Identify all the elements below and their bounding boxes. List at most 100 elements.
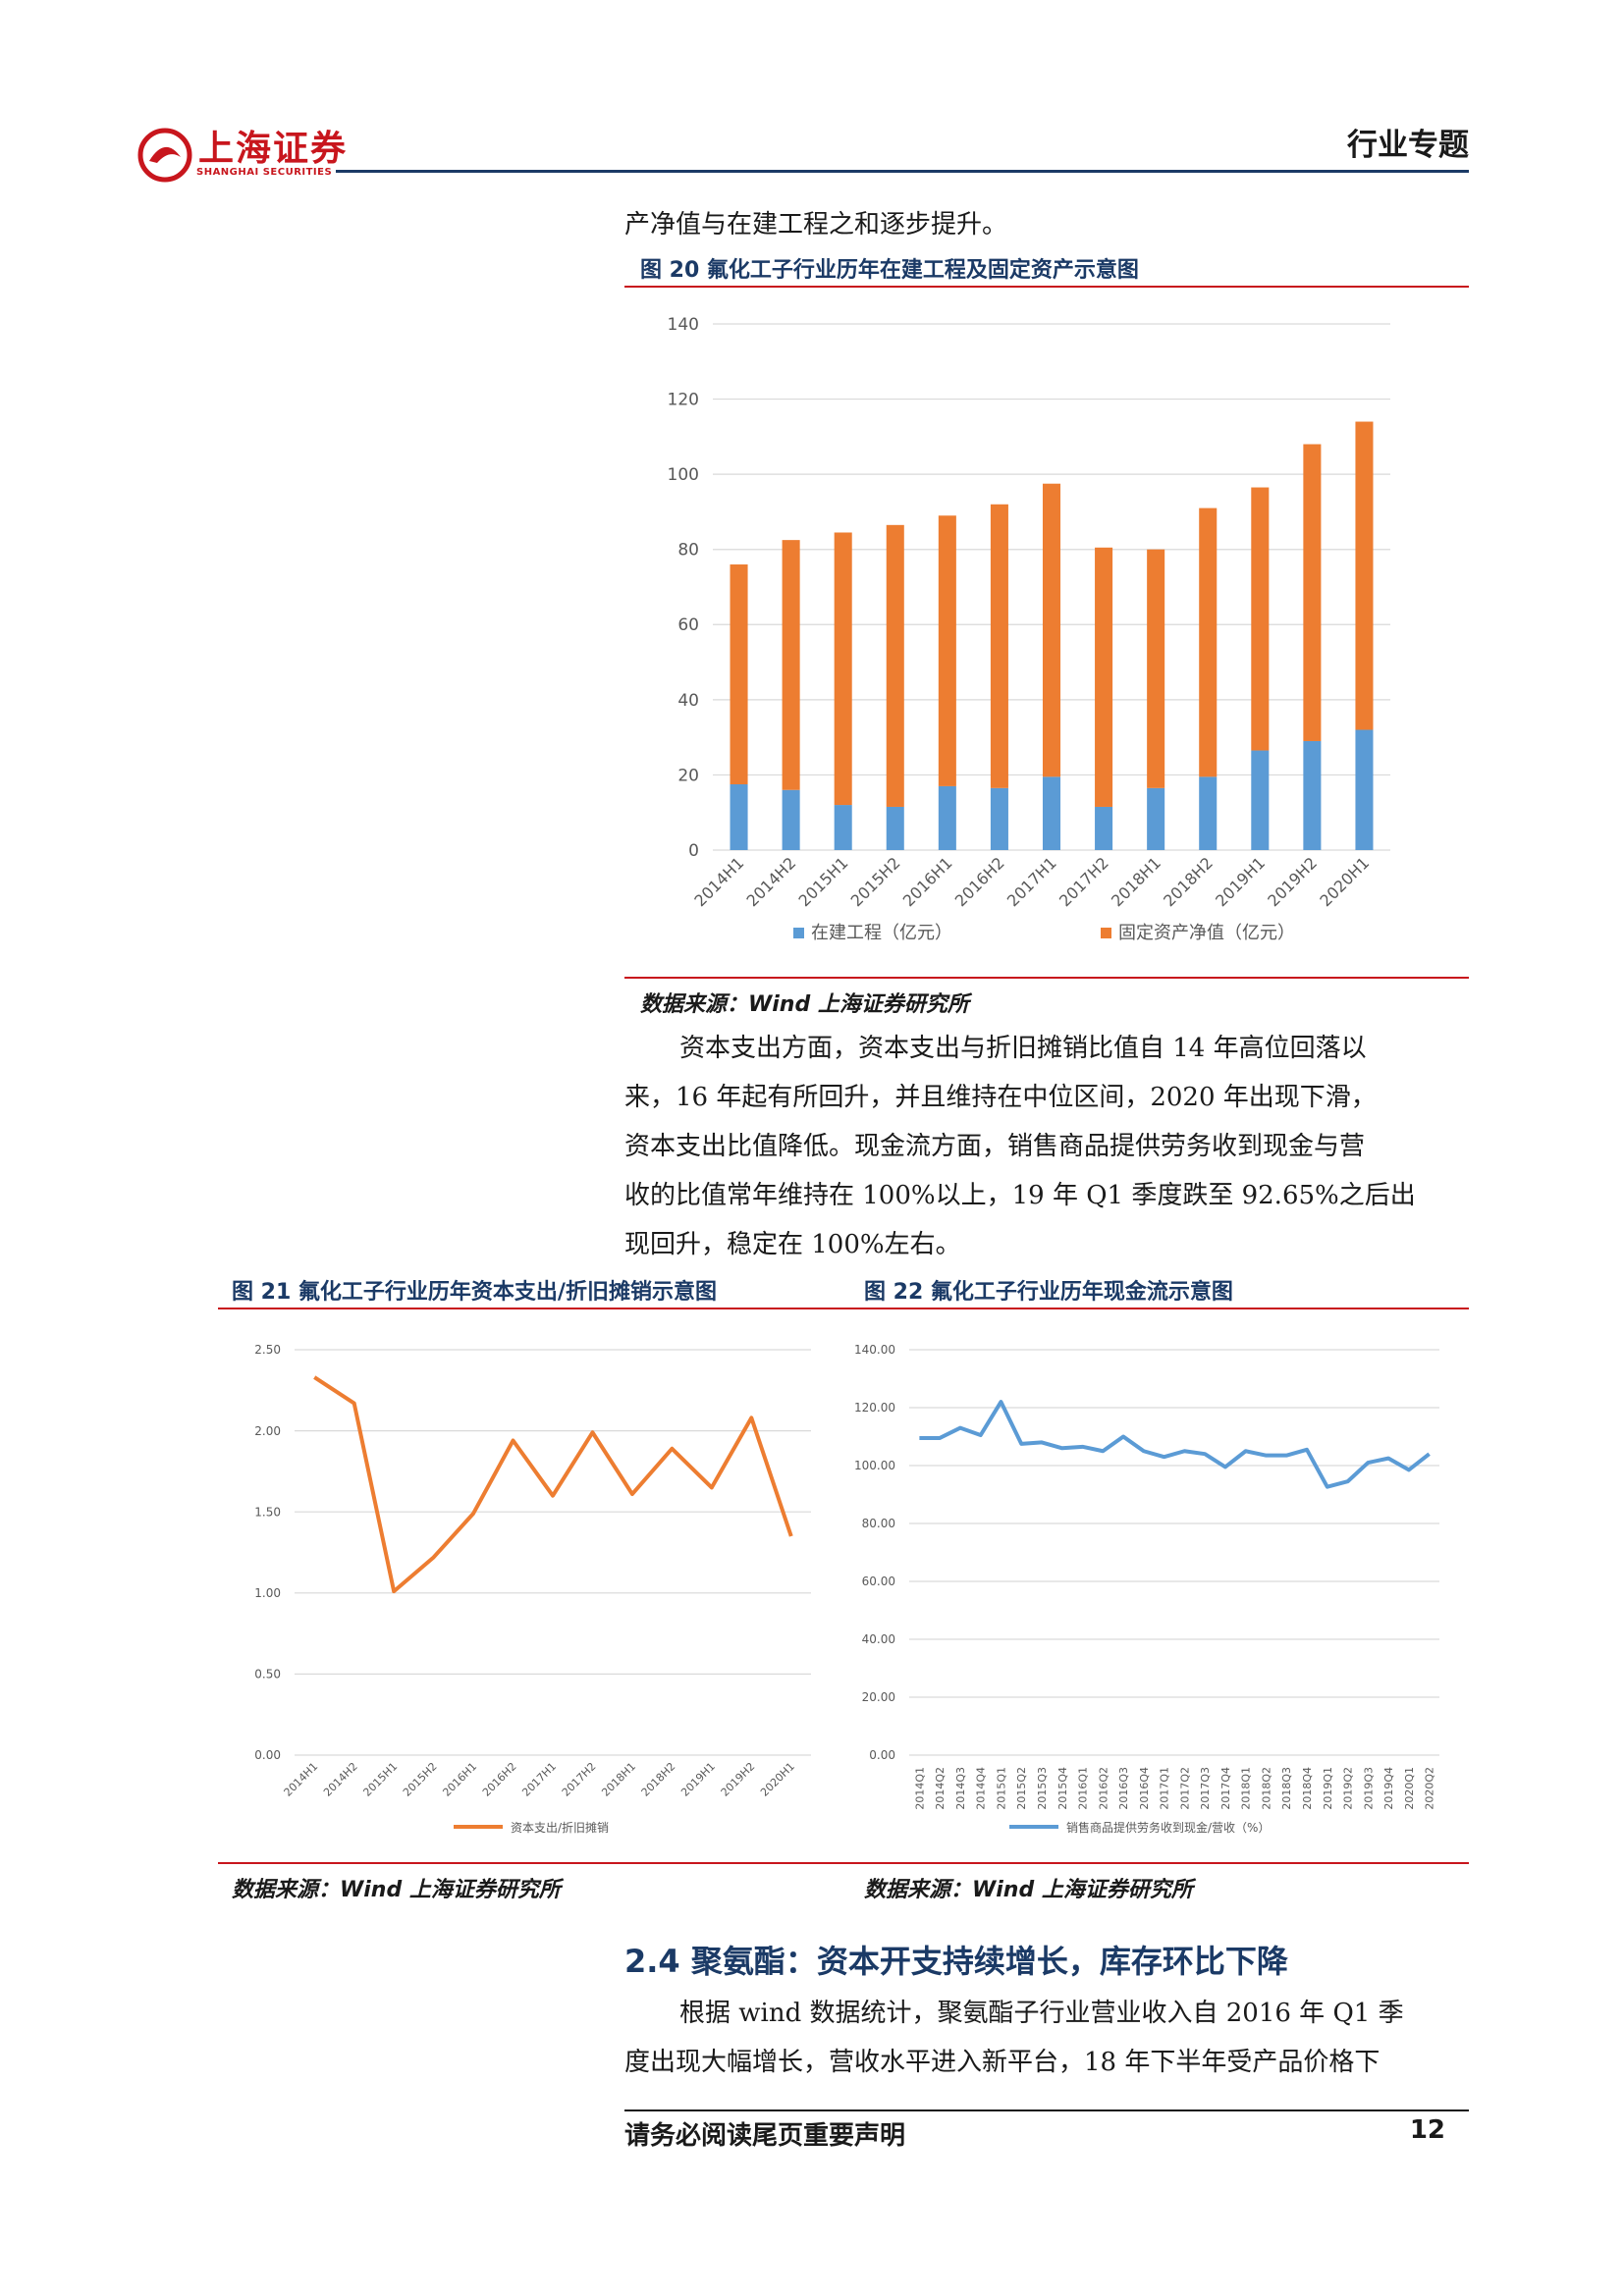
fig20-top-rule <box>624 286 1469 288</box>
bar-construction <box>938 785 956 850</box>
x-tick-label: 2016Q3 <box>1117 1767 1130 1810</box>
series-line <box>919 1400 1431 1489</box>
x-tick-label: 2017Q4 <box>1219 1767 1232 1810</box>
series-line <box>313 1375 793 1594</box>
logo-emblem-icon <box>137 128 192 183</box>
x-tick-label: 2018H2 <box>639 1760 678 1799</box>
x-tick-label: 2017H2 <box>560 1760 599 1799</box>
x-tick-label: 2017H2 <box>1056 853 1112 910</box>
y-tick-label: 120 <box>668 391 699 410</box>
x-tick-label: 2017Q2 <box>1178 1767 1191 1810</box>
bar-construction <box>730 784 748 850</box>
x-tick-label: 2014Q4 <box>975 1767 988 1810</box>
y-tick-label: 80 <box>677 541 699 561</box>
header-divider <box>336 170 1469 173</box>
bar-construction <box>1147 787 1165 850</box>
y-tick-label: 140.00 <box>854 1343 895 1357</box>
paragraph-line: 资本支出比值降低。现金流方面，销售商品提供劳务收到现金与营 <box>624 1132 1366 1161</box>
x-tick-label: 2016Q2 <box>1097 1767 1110 1810</box>
y-tick-label: 100.00 <box>854 1459 895 1472</box>
legend-swatch <box>1101 928 1111 938</box>
y-tick-label: 60.00 <box>862 1575 895 1588</box>
legend-label: 在建工程（亿元） <box>811 923 952 943</box>
bar-construction <box>990 787 1008 850</box>
x-tick-label: 2017Q3 <box>1199 1767 1212 1810</box>
fig21-title: 图 21 氟化工子行业历年资本支出/折旧摊销示意图 <box>232 1280 717 1305</box>
x-tick-label: 2019Q4 <box>1382 1767 1395 1810</box>
x-tick-label: 2019Q2 <box>1342 1767 1355 1810</box>
x-tick-label: 2014H2 <box>743 853 800 910</box>
y-tick-label: 0.00 <box>869 1748 895 1762</box>
x-tick-label: 2016H2 <box>951 853 1008 910</box>
fig20-title: 图 20 氟化工子行业历年在建工程及固定资产示意图 <box>640 258 1139 283</box>
y-tick-label: 0 <box>688 841 699 861</box>
x-tick-label: 2014Q2 <box>934 1767 947 1810</box>
legend-label: 固定资产净值（亿元） <box>1118 923 1295 943</box>
x-tick-label: 2015Q1 <box>995 1767 1007 1810</box>
bar-construction <box>1199 776 1218 850</box>
x-tick-label: 2015Q2 <box>1015 1767 1028 1810</box>
fig20-source: 数据来源：Wind 上海证券研究所 <box>640 992 969 1017</box>
bar-construction <box>1303 740 1322 850</box>
y-tick-label: 2.50 <box>254 1343 281 1357</box>
bar-construction <box>1355 729 1374 850</box>
legend-swatch <box>793 928 804 938</box>
bar-fixed-assets <box>730 564 748 784</box>
x-tick-label: 2015H2 <box>847 853 904 910</box>
report-category: 行业专题 <box>1347 128 1469 163</box>
x-tick-label: 2016H1 <box>440 1760 479 1799</box>
x-tick-label: 2017H1 <box>519 1760 559 1799</box>
y-tick-label: 1.50 <box>254 1505 281 1519</box>
y-tick-label: 80.00 <box>862 1517 895 1530</box>
bar-fixed-assets <box>1355 421 1374 730</box>
footer-divider <box>624 2109 1469 2111</box>
bar-fixed-assets <box>782 540 800 790</box>
bar-fixed-assets <box>990 504 1008 788</box>
bar-construction <box>1251 750 1270 850</box>
bar-construction <box>834 805 852 850</box>
bar-fixed-assets <box>938 515 956 786</box>
x-tick-label: 2019Q3 <box>1362 1767 1375 1810</box>
x-tick-label: 2016H1 <box>899 853 956 910</box>
x-tick-label: 2016H2 <box>480 1760 519 1799</box>
x-tick-label: 2018H2 <box>1160 853 1217 910</box>
fig20-chart: 0 20 40 60 80 100 120 140 2014H12014H22015H12015… <box>668 315 1390 943</box>
bar-fixed-assets <box>834 532 852 806</box>
bar-fixed-assets <box>1095 547 1113 807</box>
bar-fixed-assets <box>1199 507 1218 777</box>
bar-fixed-assets <box>1251 487 1270 751</box>
capex-paragraph: 资本支出方面，资本支出与折旧摊销比值自 14 年高位回落以 来，16 年起有所回… <box>624 1024 1469 1269</box>
bar-fixed-assets <box>1147 549 1165 788</box>
x-tick-label: 2017Q1 <box>1159 1767 1171 1810</box>
page-number: 12 <box>1409 2115 1445 2145</box>
x-tick-label: 2015H1 <box>795 853 852 910</box>
x-tick-label: 2015Q3 <box>1036 1767 1049 1810</box>
x-tick-label: 2019H1 <box>678 1760 718 1799</box>
x-tick-label: 2014Q3 <box>954 1767 967 1810</box>
fig22-chart: 0.00 20.00 40.00 60.00 80.00 100.00 120.00 140.… <box>854 1343 1439 1835</box>
x-tick-label: 2018Q4 <box>1301 1767 1314 1810</box>
y-tick-label: 0.50 <box>254 1668 281 1682</box>
fig21-source: 数据来源：Wind 上海证券研究所 <box>232 1878 561 1902</box>
x-tick-label: 2016Q1 <box>1077 1767 1090 1810</box>
paragraph-line: 根据 wind 数据统计，聚氨酯子行业营业收入自 2016 年 Q1 季 <box>679 1999 1404 2028</box>
x-tick-label: 2018H1 <box>1108 853 1164 910</box>
x-tick-label: 2016Q4 <box>1138 1767 1151 1810</box>
y-tick-label: 60 <box>677 615 699 635</box>
bar-fixed-assets <box>1303 444 1322 741</box>
fig20-bottom-rule <box>624 977 1469 979</box>
logo-chinese-name: 上海证券 <box>198 128 349 169</box>
y-tick-label: 1.00 <box>254 1586 281 1600</box>
legend-label: 资本支出/折旧摊销 <box>511 1820 609 1835</box>
paragraph-line: 现回升，稳定在 100%左右。 <box>624 1230 961 1259</box>
y-tick-label: 20.00 <box>862 1690 895 1704</box>
y-tick-label: 40.00 <box>862 1632 895 1646</box>
section-paragraph: 根据 wind 数据统计，聚氨酯子行业营业收入自 2016 年 Q1 季 度出现… <box>624 1989 1469 2087</box>
x-tick-label: 2015H2 <box>401 1760 440 1799</box>
bar-construction <box>782 789 800 850</box>
y-tick-label: 20 <box>677 766 699 785</box>
x-tick-label: 2020Q2 <box>1424 1767 1436 1810</box>
x-tick-label: 2015H1 <box>360 1760 400 1799</box>
x-tick-label: 2020H1 <box>1316 853 1373 910</box>
